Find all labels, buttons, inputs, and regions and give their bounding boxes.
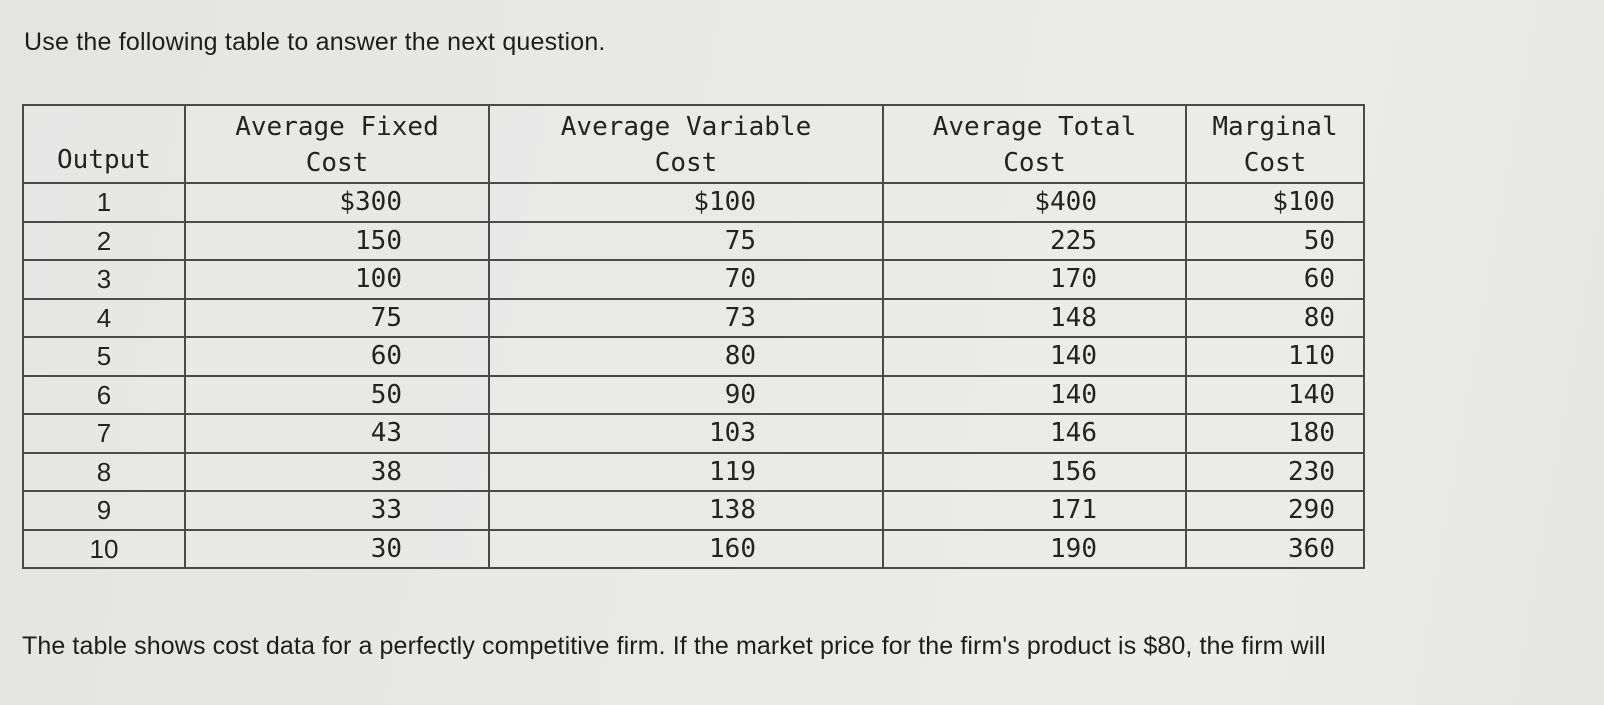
header-afc-line1: Average Fixed [235,112,439,142]
cell-atc: 190 [882,528,1187,569]
table-row: 5 60 80 140 110 [22,336,1365,377]
table-row: 7 43 103 146 180 [22,413,1365,454]
header-avc-line2: Cost [654,148,718,178]
cell-afc: 50 [184,374,490,415]
table-row: 10 30 160 190 360 [22,528,1365,569]
cell-avc: 103 [488,413,884,454]
header-average-fixed-cost: Average Fixed Cost [184,104,490,184]
header-mc-line2: Cost [1243,148,1307,178]
cell-afc: 38 [184,451,490,492]
cell-output: 3 [22,259,186,300]
cost-table: Output Average Fixed Cost Average Variab… [22,104,1365,569]
cell-afc: 43 [184,413,490,454]
cell-afc: 30 [184,528,490,569]
cell-output: 10 [22,528,186,569]
table-row: 4 75 73 148 80 [22,297,1365,338]
cell-avc: 160 [488,528,884,569]
cell-output: 8 [22,451,186,492]
table-row: 3 100 70 170 60 [22,259,1365,300]
header-output-line2: Output [57,145,151,175]
question-text: The table shows cost data for a perfectl… [22,632,1326,660]
cell-afc: 75 [184,297,490,338]
cell-afc: $300 [184,182,490,223]
cell-mc: 60 [1185,259,1365,300]
cell-output: 4 [22,297,186,338]
cell-avc: 75 [488,220,884,261]
cell-atc: 140 [882,336,1187,377]
cell-atc: 148 [882,297,1187,338]
header-output: Output [22,104,186,184]
header-row: Output Average Fixed Cost Average Variab… [22,104,1365,184]
cell-mc: 110 [1185,336,1365,377]
header-atc-line1: Average Total [932,112,1137,142]
table-row: 6 50 90 140 140 [22,374,1365,415]
cell-afc: 33 [184,490,490,531]
intro-text: Use the following table to answer the ne… [24,28,606,56]
cell-atc: 225 [882,220,1187,261]
cell-avc: $100 [488,182,884,223]
cell-avc: 138 [488,490,884,531]
cell-output: 9 [22,490,186,531]
cell-atc: 171 [882,490,1187,531]
cell-output: 7 [22,413,186,454]
header-average-total-cost: Average Total Cost [882,104,1187,184]
cell-mc: 80 [1185,297,1365,338]
cell-mc: 290 [1185,490,1365,531]
cell-mc: 50 [1185,220,1365,261]
table-row: 2 150 75 225 50 [22,220,1365,261]
cell-output: 5 [22,336,186,377]
header-marginal-cost: Marginal Cost [1185,104,1365,184]
cell-avc: 73 [488,297,884,338]
header-atc-line2: Cost [1003,148,1066,178]
cell-output: 6 [22,374,186,415]
cell-atc: 140 [882,374,1187,415]
cell-atc: 156 [882,451,1187,492]
cell-afc: 60 [184,336,490,377]
cell-afc: 150 [184,220,490,261]
cell-avc: 80 [488,336,884,377]
header-afc-line2: Cost [305,148,369,178]
cell-mc: $100 [1185,182,1365,223]
cell-mc: 180 [1185,413,1365,454]
cell-mc: 360 [1185,528,1365,569]
cell-afc: 100 [184,259,490,300]
cell-atc: 146 [882,413,1187,454]
header-average-variable-cost: Average Variable Cost [488,104,884,184]
cell-atc: 170 [882,259,1187,300]
cell-output: 2 [22,220,186,261]
cell-output: 1 [22,182,186,223]
header-avc-line1: Average Variable [560,112,812,142]
cell-avc: 90 [488,374,884,415]
cell-atc: $400 [882,182,1187,223]
table-row: 1 $300 $100 $400 $100 [22,182,1365,223]
table-row: 8 38 119 156 230 [22,451,1365,492]
cell-mc: 140 [1185,374,1365,415]
header-mc-line1: Marginal [1212,112,1338,142]
cell-avc: 70 [488,259,884,300]
cell-mc: 230 [1185,451,1365,492]
cell-avc: 119 [488,451,884,492]
table-row: 9 33 138 171 290 [22,490,1365,531]
